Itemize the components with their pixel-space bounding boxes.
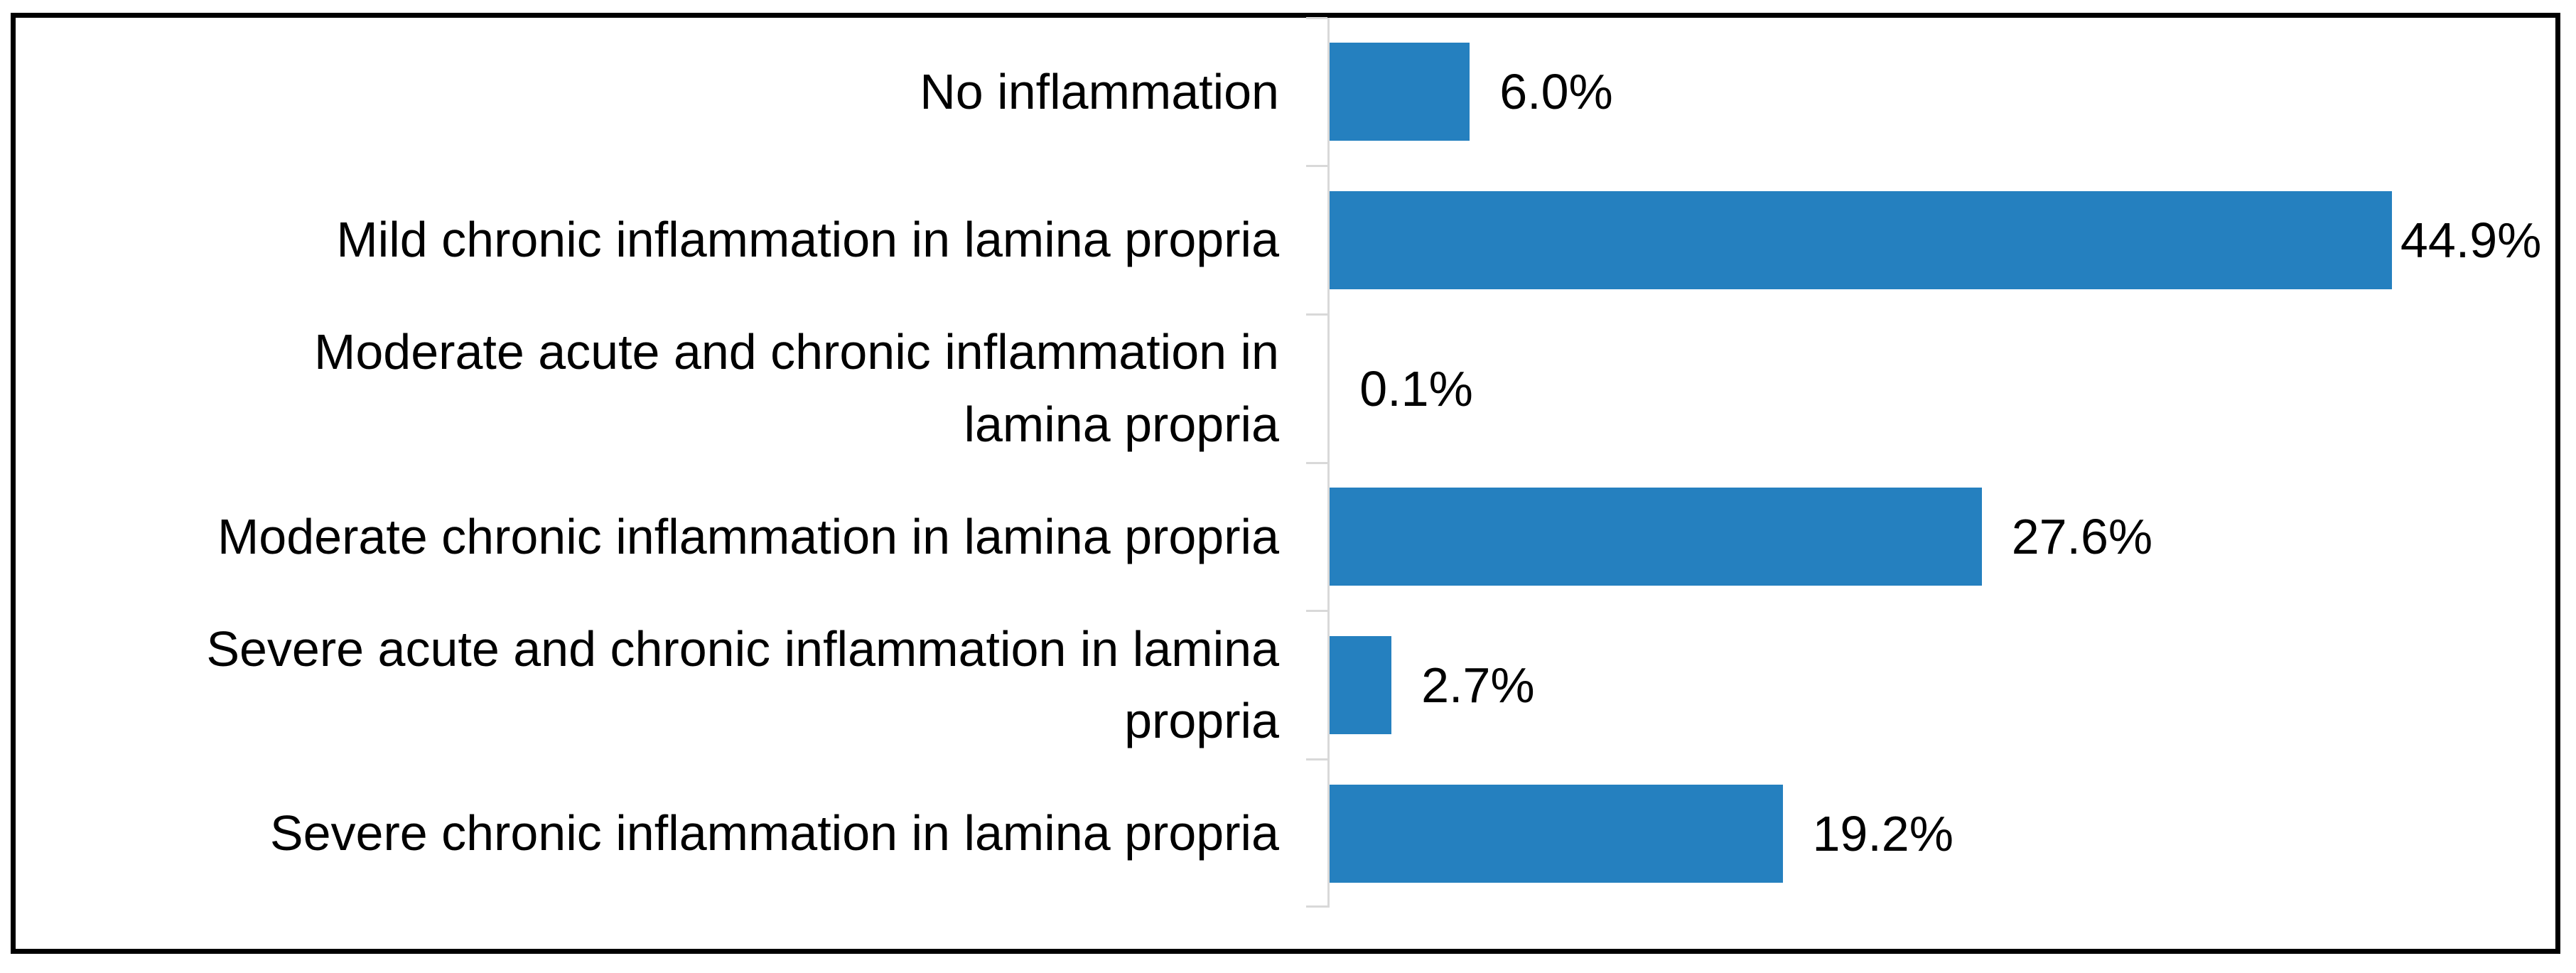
bar — [1327, 784, 1783, 883]
category-label: Mild chronic inflammation in lamina prop… — [336, 212, 1279, 268]
bar-zone: 0.1% — [1327, 314, 2555, 463]
bar-zone: 6.0% — [1327, 18, 2555, 166]
plot-area: No inflammation 6.0% Mild chronic inflam… — [16, 17, 2555, 949]
value-label: 2.7% — [1421, 657, 1535, 714]
bar-zone: 27.6% — [1327, 463, 2555, 611]
chart-frame: No inflammation 6.0% Mild chronic inflam… — [11, 13, 2560, 954]
bar-zone: 19.2% — [1327, 759, 2555, 908]
axis-tick — [1306, 610, 1327, 612]
value-label: 19.2% — [1812, 805, 1953, 861]
category-label: Severe chronic inflammation in lamina pr… — [269, 805, 1279, 861]
axis-tick — [1306, 905, 1327, 908]
value-label: 44.9% — [2400, 213, 2542, 268]
chart-row: Mild chronic inflammation in lamina prop… — [16, 166, 2555, 315]
category-label: Severe acute and chronic inflammation in… — [206, 620, 1279, 749]
bar-rows: No inflammation 6.0% Mild chronic inflam… — [16, 18, 2555, 908]
bar-zone: 44.9% — [1327, 166, 2555, 315]
category-axis-line — [1327, 18, 1330, 908]
bar-zone: 2.7% — [1327, 611, 2555, 760]
category-label: Moderate acute and chronic inflammation … — [314, 324, 1279, 452]
category-label: Moderate chronic inflammation in lamina … — [217, 508, 1279, 564]
value-label: 6.0% — [1499, 64, 1613, 120]
value-label: 27.6% — [2011, 509, 2153, 565]
axis-tick — [1306, 165, 1327, 167]
axis-tick — [1306, 758, 1327, 760]
chart-row: Severe chronic inflammation in lamina pr… — [16, 759, 2555, 908]
axis-tick — [1306, 17, 1327, 19]
bar — [1327, 488, 1982, 586]
value-label: 0.1% — [1359, 360, 1473, 416]
bar — [1327, 191, 2392, 289]
chart-row: Severe acute and chronic inflammation in… — [16, 611, 2555, 760]
category-label: No inflammation — [920, 63, 1279, 119]
axis-tick — [1306, 462, 1327, 464]
chart-row: No inflammation 6.0% — [16, 18, 2555, 166]
bar — [1327, 43, 1470, 141]
axis-tick — [1306, 313, 1327, 316]
chart-row: Moderate chronic inflammation in lamina … — [16, 463, 2555, 611]
bar — [1327, 636, 1392, 735]
chart-row: Moderate acute and chronic inflammation … — [16, 314, 2555, 463]
